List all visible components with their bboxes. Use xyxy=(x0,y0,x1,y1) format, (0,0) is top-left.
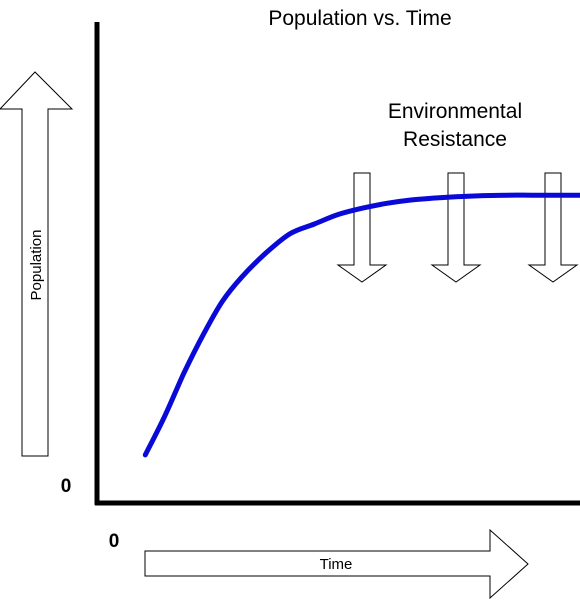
annotation-line-1: Environmental xyxy=(388,100,522,123)
x-origin-label: 0 xyxy=(109,531,120,552)
x-axis-label: Time xyxy=(320,556,353,573)
chart-title: Population vs. Time xyxy=(268,7,451,30)
y-axis-label: Population xyxy=(28,230,45,301)
resistance-arrow-icon xyxy=(430,172,482,283)
resistance-arrow-icon xyxy=(527,172,579,283)
x-axis-arrow-icon xyxy=(144,528,529,600)
y-origin-label: 0 xyxy=(61,476,72,497)
y-axis-arrow-icon xyxy=(0,71,74,457)
annotation-line-2: Resistance xyxy=(403,128,507,151)
resistance-arrows xyxy=(336,172,579,283)
resistance-arrow-icon xyxy=(336,172,388,283)
series-line xyxy=(142,192,580,458)
